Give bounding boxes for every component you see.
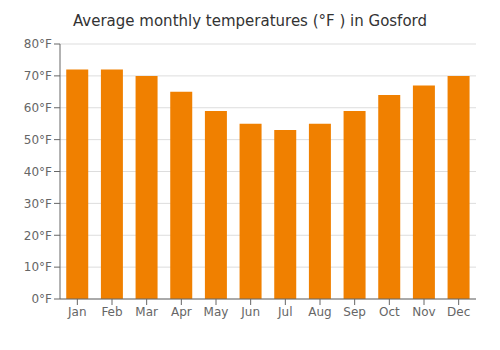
- svg-text:Jul: Jul: [277, 305, 292, 319]
- svg-text:Jan: Jan: [67, 305, 87, 319]
- svg-text:20°F: 20°F: [24, 229, 52, 243]
- svg-text:40°F: 40°F: [24, 165, 52, 179]
- svg-text:Oct: Oct: [379, 305, 400, 319]
- svg-text:Nov: Nov: [412, 305, 435, 319]
- svg-text:Sep: Sep: [343, 305, 366, 319]
- svg-text:Aug: Aug: [308, 305, 331, 319]
- svg-text:May: May: [204, 305, 229, 319]
- svg-text:10°F: 10°F: [24, 260, 52, 274]
- svg-text:70°F: 70°F: [24, 69, 52, 83]
- svg-text:Feb: Feb: [101, 305, 122, 319]
- svg-text:0°F: 0°F: [31, 292, 52, 306]
- svg-text:Dec: Dec: [447, 305, 470, 319]
- svg-text:80°F: 80°F: [24, 37, 52, 51]
- html-text:Average monthly temperatures (: Average monthly temperatures (°F ) in Go…: [73, 12, 427, 30]
- svg-text:Jun: Jun: [240, 305, 260, 319]
- svg-text:30°F: 30°F: [24, 197, 52, 211]
- svg-text:Apr: Apr: [171, 305, 192, 319]
- svg-text:Mar: Mar: [135, 305, 158, 319]
- svg-text:50°F: 50°F: [24, 133, 52, 147]
- svg-text:60°F: 60°F: [24, 101, 52, 115]
